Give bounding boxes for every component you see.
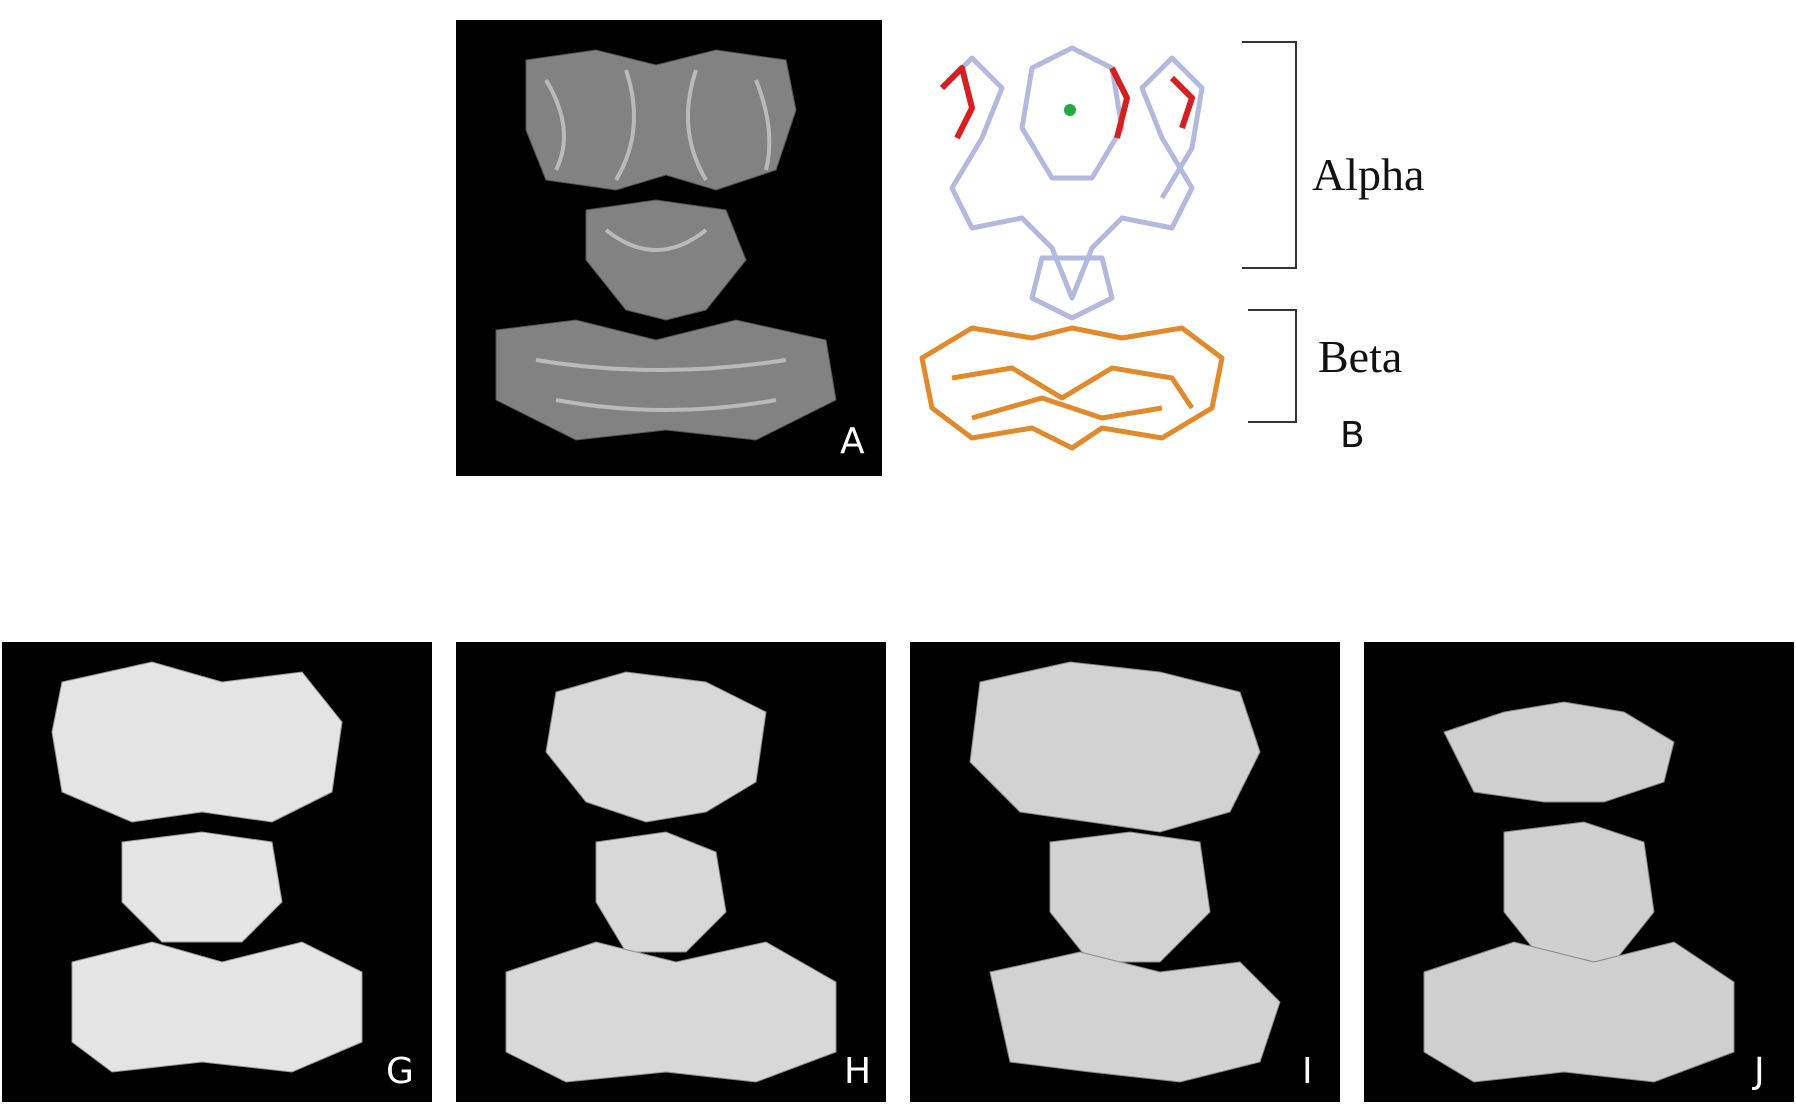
highlight-helices bbox=[939, 65, 1195, 140]
panel-i-label: I bbox=[1302, 1051, 1313, 1092]
alpha-domain bbox=[940, 45, 1205, 321]
beta-domain bbox=[919, 325, 1225, 451]
beta-label: Beta bbox=[1318, 331, 1403, 382]
density-map-h bbox=[505, 671, 837, 1083]
density-map-j bbox=[1423, 701, 1735, 1083]
panel-a: A bbox=[456, 20, 882, 476]
panel-h: H bbox=[456, 642, 886, 1102]
panel-b-label: B bbox=[1340, 415, 1365, 456]
ligand-marker bbox=[1064, 104, 1076, 116]
density-map-g bbox=[51, 661, 363, 1073]
structure-b bbox=[919, 45, 1225, 451]
panel-a-label: A bbox=[840, 421, 865, 462]
density-map-a bbox=[495, 49, 837, 441]
alpha-bracket bbox=[1242, 41, 1297, 269]
panel-g: G bbox=[2, 642, 432, 1102]
density-map-i bbox=[969, 661, 1281, 1083]
panel-h-label: H bbox=[844, 1051, 872, 1092]
panel-g-label: G bbox=[386, 1051, 414, 1092]
alpha-label: Alpha bbox=[1312, 149, 1425, 200]
panel-i: I bbox=[910, 642, 1340, 1102]
beta-bracket bbox=[1248, 309, 1297, 423]
panel-j-label: J bbox=[1754, 1051, 1765, 1092]
panel-j: J bbox=[1364, 642, 1794, 1102]
